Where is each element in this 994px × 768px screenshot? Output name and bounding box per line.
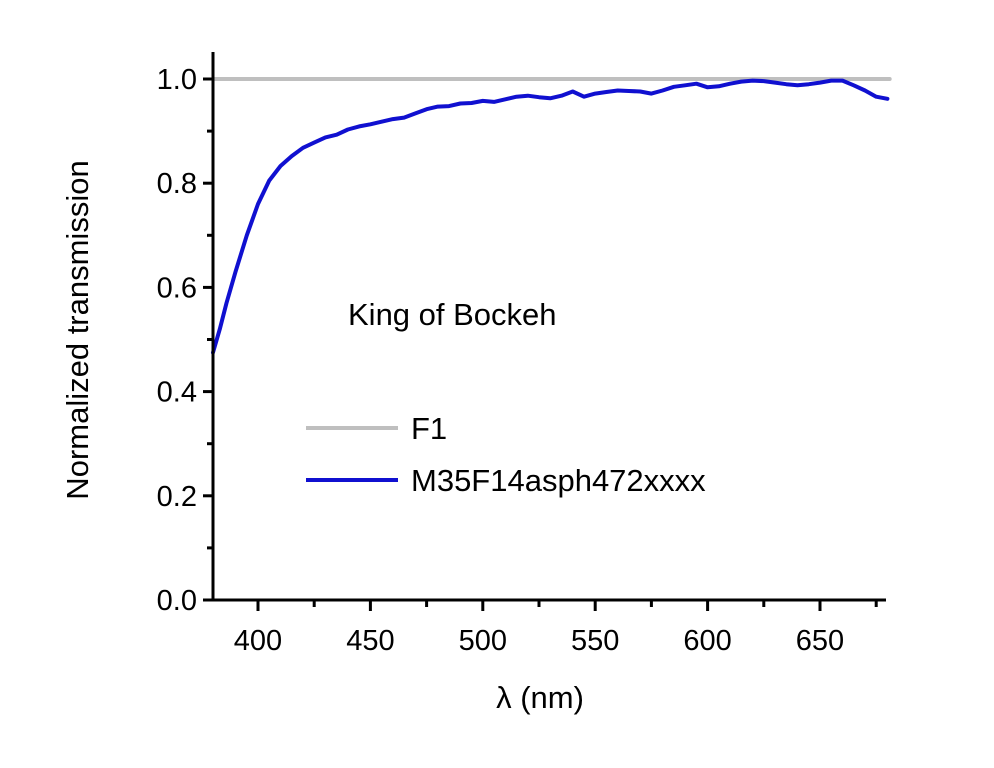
legend-label-f1: F1: [411, 411, 447, 446]
y-axis-title: Normalized transmission: [60, 160, 95, 499]
chart-annotation: King of Bockeh: [348, 297, 557, 332]
axes: [211, 52, 886, 602]
y-tick-label: 0.2: [157, 481, 197, 513]
x-tick-label: 550: [571, 625, 619, 657]
legend-label-m35f14asph472xxxx: M35F14asph472xxxx: [411, 463, 706, 498]
ticks: 0.0 0.2 0.4 0.6 0.8 1.0 400 450 500 550 600 650: [157, 64, 878, 657]
legend: F1 M35F14asph472xxxx: [306, 411, 706, 498]
plot-lines: [211, 77, 892, 355]
y-tick-label: 1.0: [157, 64, 197, 96]
x-tick-label: 450: [346, 625, 394, 657]
series-line-m35f14asph472xxxx: [211, 78, 890, 355]
x-tick-label: 600: [683, 625, 731, 657]
x-axis-title: λ (nm): [496, 680, 584, 715]
x-tick-label: 400: [234, 625, 282, 657]
y-tick-label: 0.8: [157, 168, 197, 200]
y-tick-label: 0.6: [157, 272, 197, 304]
y-tick-label: 0.4: [157, 377, 197, 409]
x-tick-label: 500: [459, 625, 507, 657]
y-tick-label: 0.0: [157, 585, 197, 617]
x-tick-label: 650: [796, 625, 844, 657]
